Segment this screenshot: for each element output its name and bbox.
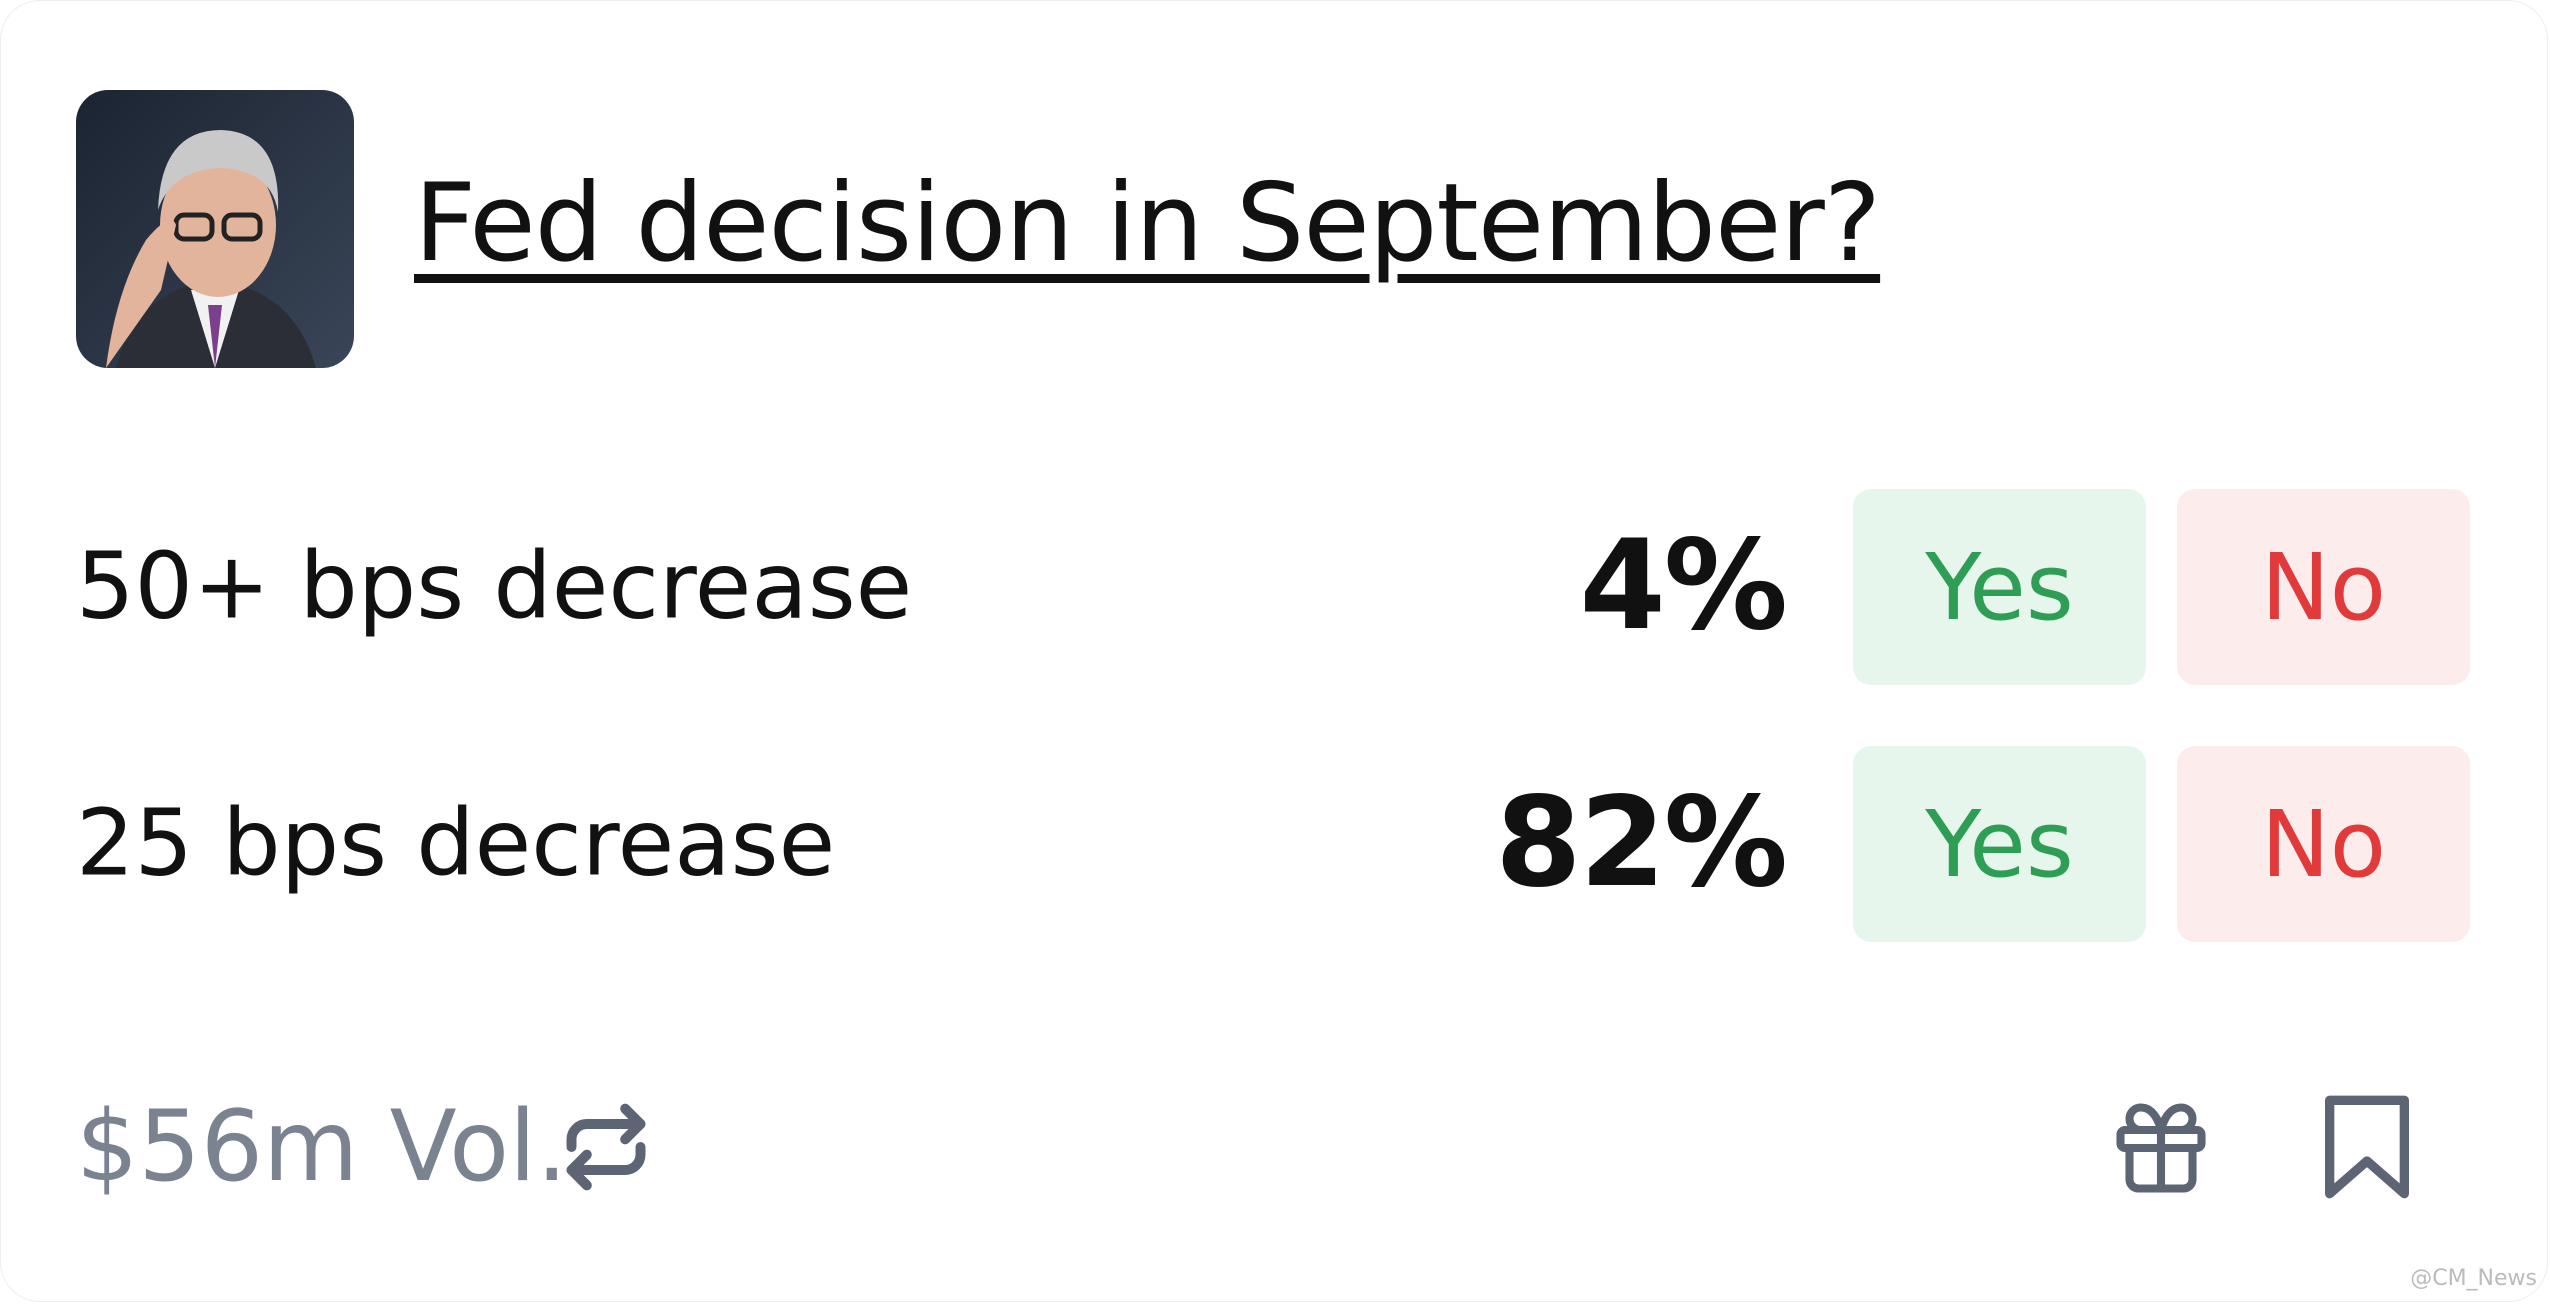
yes-button[interactable]: Yes xyxy=(1853,489,2146,685)
no-button[interactable]: No xyxy=(2177,489,2470,685)
no-button[interactable]: No xyxy=(2177,746,2470,942)
outcome-label: 50+ bps decrease xyxy=(76,532,913,640)
market-title[interactable]: Fed decision in September? xyxy=(414,161,1881,286)
repost-icon[interactable] xyxy=(560,1101,652,1193)
volume: $56m Vol. xyxy=(76,1090,568,1204)
outcome-probability: 82% xyxy=(1495,771,1788,915)
gift-icon[interactable] xyxy=(2107,1093,2215,1203)
outcome-probability: 4% xyxy=(1579,514,1788,658)
watermark: @CM_News xyxy=(2410,1266,2537,1291)
bookmark-icon[interactable] xyxy=(2319,1091,2415,1203)
yes-button[interactable]: Yes xyxy=(1853,746,2146,942)
market-image[interactable] xyxy=(76,90,354,368)
outcome-label: 25 bps decrease xyxy=(76,789,836,897)
